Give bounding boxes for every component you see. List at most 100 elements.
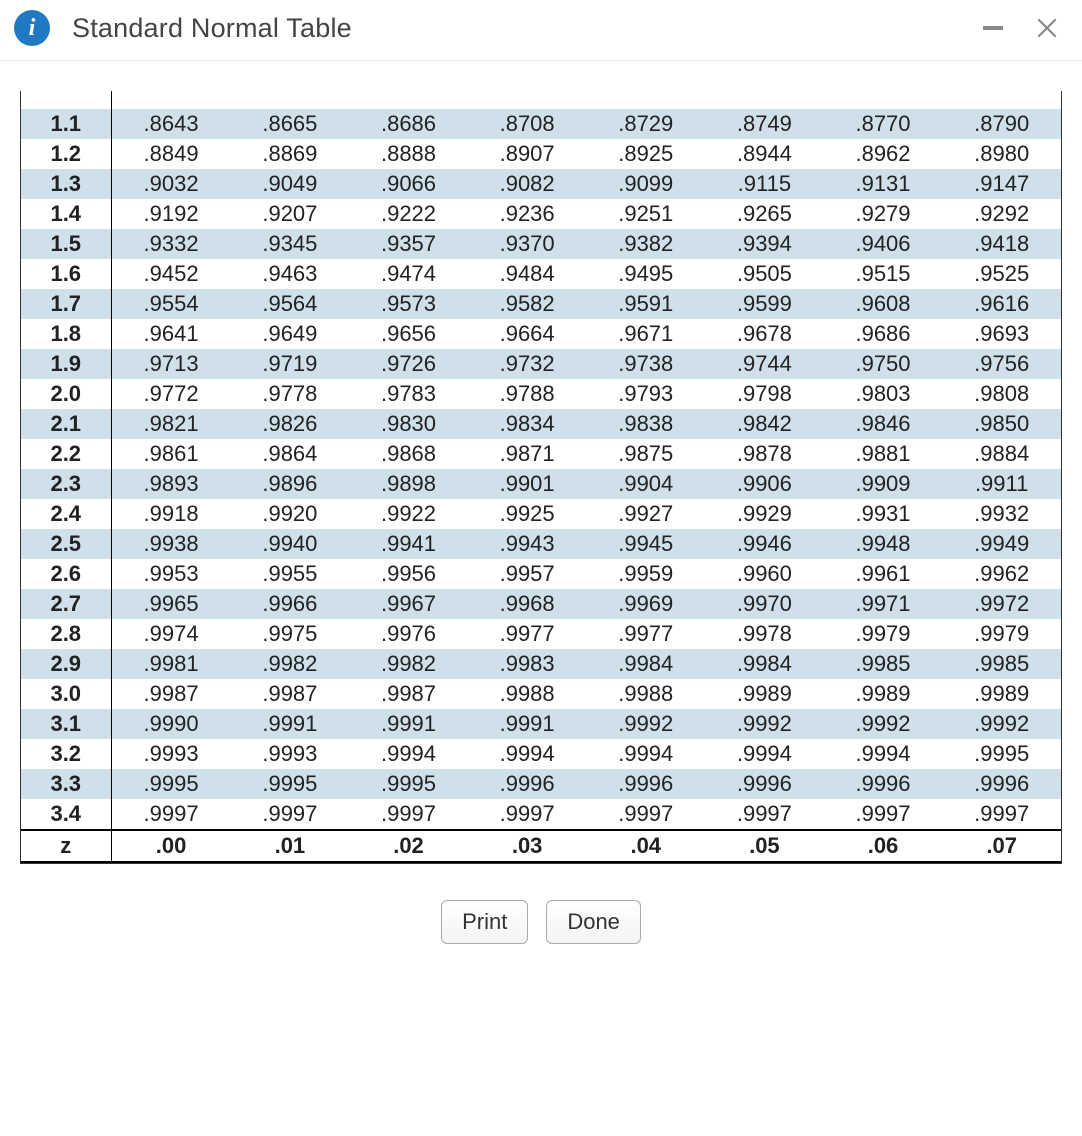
value-cell: .8980 [942,139,1061,169]
z-cell: 2.5 [21,529,111,559]
value-cell: .9966 [231,589,350,619]
value-cell: .9357 [349,229,468,259]
value-cell: .9678 [705,319,824,349]
value-cell: .9222 [349,199,468,229]
value-cell: .9971 [824,589,943,619]
value-cell: .9993 [231,739,350,769]
column-header-cell: .01 [231,830,350,862]
z-cell: 1.0 [21,91,111,109]
table-row: 2.5.9938.9940.9941.9943.9945.9946.9948.9… [21,529,1061,559]
value-cell: .9991 [349,709,468,739]
z-cell: 1.9 [21,349,111,379]
table-row: 2.7.9965.9966.9967.9968.9969.9970.9971.9… [21,589,1061,619]
value-cell: .9649 [231,319,350,349]
value-cell: .9996 [586,769,705,799]
value-cell: .9949 [942,529,1061,559]
value-cell: .9995 [349,769,468,799]
value-cell: .9929 [705,499,824,529]
value-cell: .9984 [586,649,705,679]
value-cell: .9982 [349,649,468,679]
value-cell: .9997 [824,799,943,830]
value-cell: .9959 [586,559,705,589]
value-cell: .9495 [586,259,705,289]
value-cell: .9987 [349,679,468,709]
print-button[interactable]: Print [441,900,528,944]
minimize-button[interactable] [978,13,1008,43]
z-header-cell: z [21,830,111,862]
dialog-buttons: Print Done [0,874,1082,974]
value-cell: .9032 [111,169,231,199]
value-cell: .9987 [111,679,231,709]
value-cell: .9783 [349,379,468,409]
value-cell: .9992 [824,709,943,739]
value-cell: .9985 [824,649,943,679]
table-row: 3.4.9997.9997.9997.9997.9997.9997.9997.9… [21,799,1061,830]
value-cell: .8485 [468,91,587,109]
value-cell: .9938 [111,529,231,559]
value-cell: .8907 [468,139,587,169]
close-button[interactable] [1032,13,1062,43]
value-cell: .9893 [111,469,231,499]
value-cell: .9945 [586,529,705,559]
value-cell: .9418 [942,229,1061,259]
value-cell: .9946 [705,529,824,559]
value-cell: .9981 [111,649,231,679]
value-cell: .9997 [349,799,468,830]
value-cell: .9997 [111,799,231,830]
value-cell: .9987 [231,679,350,709]
value-cell: .9922 [349,499,468,529]
value-cell: .9983 [468,649,587,679]
value-cell: .9406 [824,229,943,259]
table-container: 1.0.8413.8438.8461.8485.8508.8531.8554.8… [20,91,1062,864]
value-cell: .8925 [586,139,705,169]
dialog-header: i Standard Normal Table [0,0,1082,61]
column-header-cell: .07 [942,830,1061,862]
value-cell: .9977 [468,619,587,649]
value-cell: .9616 [942,289,1061,319]
value-cell: .9732 [468,349,587,379]
value-cell: .9969 [586,589,705,619]
value-cell: .9484 [468,259,587,289]
column-header-cell: .03 [468,830,587,862]
table-row: 1.3.9032.9049.9066.9082.9099.9115.9131.9… [21,169,1061,199]
value-cell: .9599 [705,289,824,319]
column-header-cell: .06 [824,830,943,862]
value-cell: .9996 [824,769,943,799]
value-cell: .9932 [942,499,1061,529]
value-cell: .9370 [468,229,587,259]
value-cell: .9846 [824,409,943,439]
value-cell: .9904 [586,469,705,499]
value-cell: .9207 [231,199,350,229]
value-cell: .9941 [349,529,468,559]
value-cell: .8749 [705,109,824,139]
value-cell: .9995 [111,769,231,799]
value-cell: .9864 [231,439,350,469]
value-cell: .9995 [942,739,1061,769]
value-cell: .9988 [586,679,705,709]
value-cell: .9131 [824,169,943,199]
value-cell: .9881 [824,439,943,469]
value-cell: .9713 [111,349,231,379]
value-cell: .9049 [231,169,350,199]
value-cell: .9977 [586,619,705,649]
table-row: 3.2.9993.9993.9994.9994.9994.9994.9994.9… [21,739,1061,769]
table-row: 1.9.9713.9719.9726.9732.9738.9744.9750.9… [21,349,1061,379]
close-icon [1034,15,1060,41]
value-cell: .9967 [349,589,468,619]
value-cell: .9788 [468,379,587,409]
value-cell: .9192 [111,199,231,229]
value-cell: .9997 [468,799,587,830]
value-cell: .9960 [705,559,824,589]
value-cell: .9984 [705,649,824,679]
value-cell: .9099 [586,169,705,199]
value-cell: .9115 [705,169,824,199]
z-cell: 1.4 [21,199,111,229]
value-cell: .9970 [705,589,824,619]
done-button[interactable]: Done [546,900,641,944]
table-row: 2.0.9772.9778.9783.9788.9793.9798.9803.9… [21,379,1061,409]
value-cell: .9778 [231,379,350,409]
table-row: 1.2.8849.8869.8888.8907.8925.8944.8962.8… [21,139,1061,169]
value-cell: .9920 [231,499,350,529]
value-cell: .9871 [468,439,587,469]
z-cell: 2.2 [21,439,111,469]
